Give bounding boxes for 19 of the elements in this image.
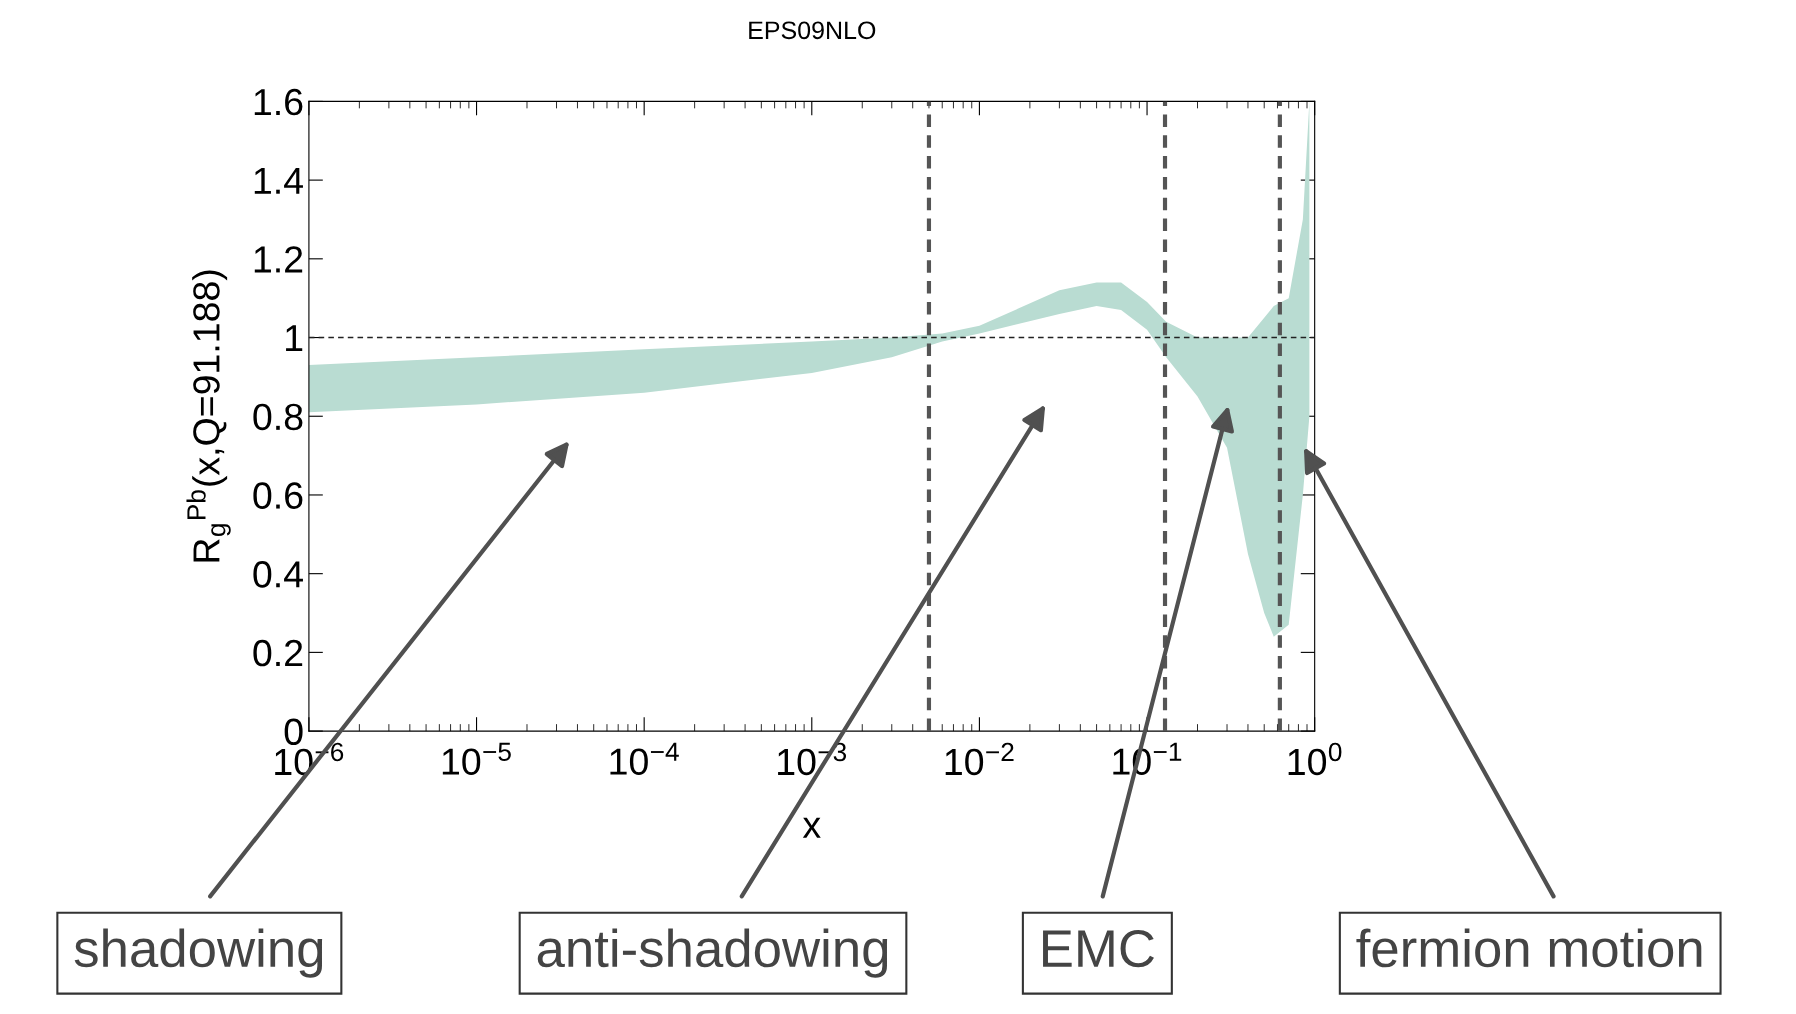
x-axis-title: x [802,817,821,838]
x-tick-label: 10$^{−4}$ [610,742,679,775]
x-tick-label: 10$^{−2}$ [945,742,1014,776]
text: shadowing [74,928,323,978]
x-tick-label: 10$^{−5}$ [442,742,511,775]
y-tick-label: 0.6 [253,482,303,509]
y-tick-label: 0.2 [253,639,303,667]
y-axis-title: R$_{g}$$^{Pb}$(x,Q=91.188) [186,270,231,562]
x-tick-label: 10$^{0}$ [1288,742,1342,776]
y-tick-label: 1 [286,325,303,352]
text: EMC [1043,929,1154,968]
y-tick-label: 1.2 [254,246,303,273]
chart-title: EPS09NLO [749,21,876,40]
y-tick-label: 0.4 [253,561,303,588]
text: anti-shadowing [537,928,888,978]
text: fermion motion [1356,928,1702,968]
y-tick-label: 1.4 [254,167,303,194]
y-tick-label: 1.6 [254,88,303,116]
y-tick-label: 0.8 [253,403,303,431]
